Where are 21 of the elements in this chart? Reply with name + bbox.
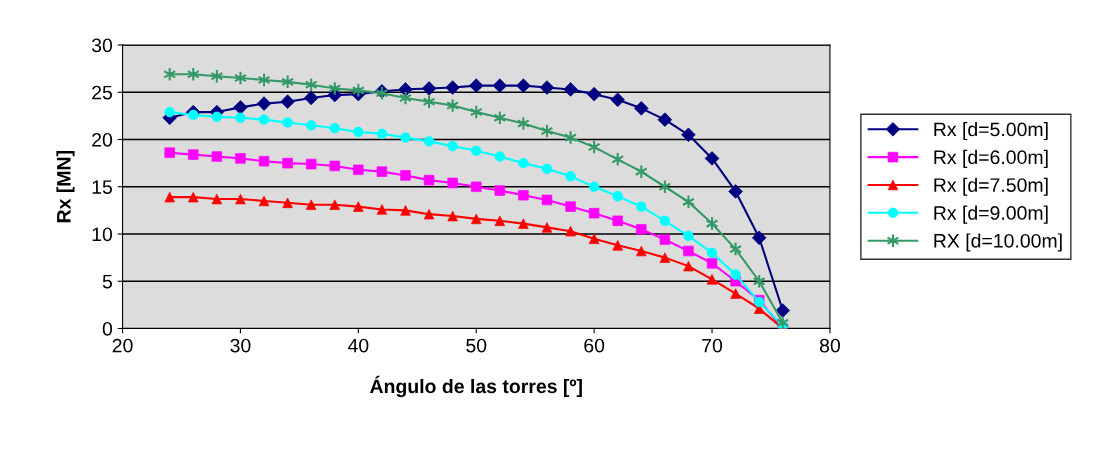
y-axis-title: Rx [MN] — [56, 151, 75, 223]
legend-label: Rx [d=7.50m] — [934, 177, 1048, 196]
x-tick-label: 30 — [230, 338, 251, 353]
y-tick-label: 10 — [92, 227, 113, 242]
legend-label: RX [d=10.00m] — [934, 233, 1062, 252]
x-tick-label: 50 — [466, 338, 487, 353]
x-tick-label: 70 — [702, 338, 723, 353]
y-tick-label: 20 — [92, 132, 113, 147]
y-tick-label: 5 — [102, 274, 112, 289]
y-tick-label: 15 — [92, 180, 112, 194]
x-axis-title: Ángulo de las torres [º] — [370, 375, 582, 398]
legend-label: Rx [d=9.00m] — [934, 205, 1048, 224]
legend-label: Rx [d=6.00m] — [934, 149, 1048, 168]
x-tick-label: 80 — [819, 338, 840, 353]
x-tick-label: 40 — [347, 338, 369, 353]
y-tick-label: 25 — [92, 85, 112, 100]
x-tick-label: 60 — [584, 338, 605, 353]
x-tick-label: 20 — [112, 338, 133, 353]
y-tick-label: 0 — [102, 321, 113, 336]
legend-label: Rx [d=5.00m] — [934, 121, 1048, 141]
y-tick-label: 30 — [91, 38, 113, 53]
